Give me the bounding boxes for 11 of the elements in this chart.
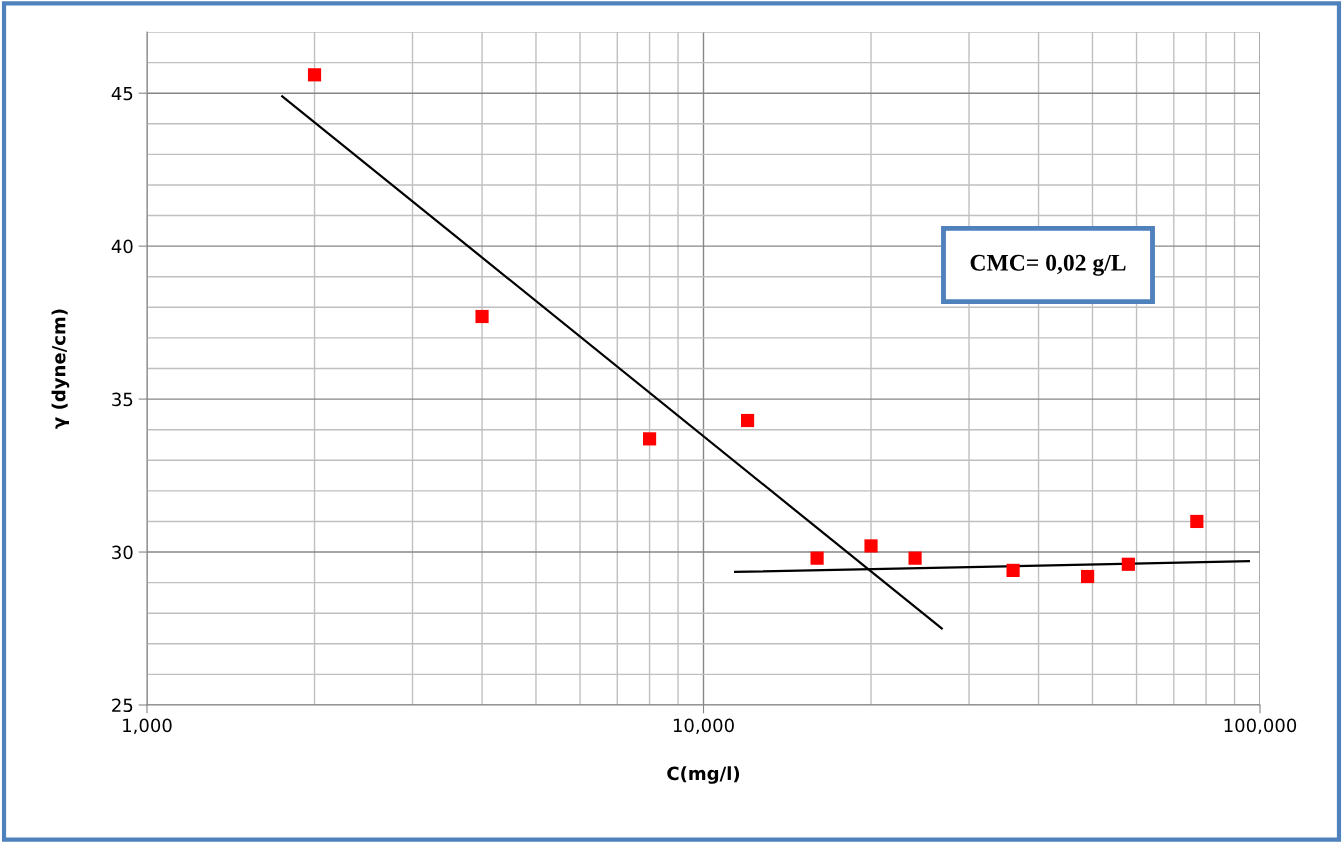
y-tick-label: 45 xyxy=(111,86,133,101)
x-tick-label: 10,000 xyxy=(673,718,734,735)
y-tick-label: 30 xyxy=(112,545,133,560)
y-tick-label: 25 xyxy=(112,698,133,713)
annotation: CMC= 0,02 g/L xyxy=(970,254,1126,276)
y-axis-title: γ (dyne/cm) xyxy=(51,309,70,429)
y-tick-label: 35 xyxy=(112,392,133,407)
x-tick-label: 1,000 xyxy=(123,718,172,735)
y-tick-label: 40 xyxy=(111,239,133,254)
x-axis-title: C(mg/l) xyxy=(667,766,740,784)
x-tick-label: 100,000 xyxy=(1224,718,1297,735)
